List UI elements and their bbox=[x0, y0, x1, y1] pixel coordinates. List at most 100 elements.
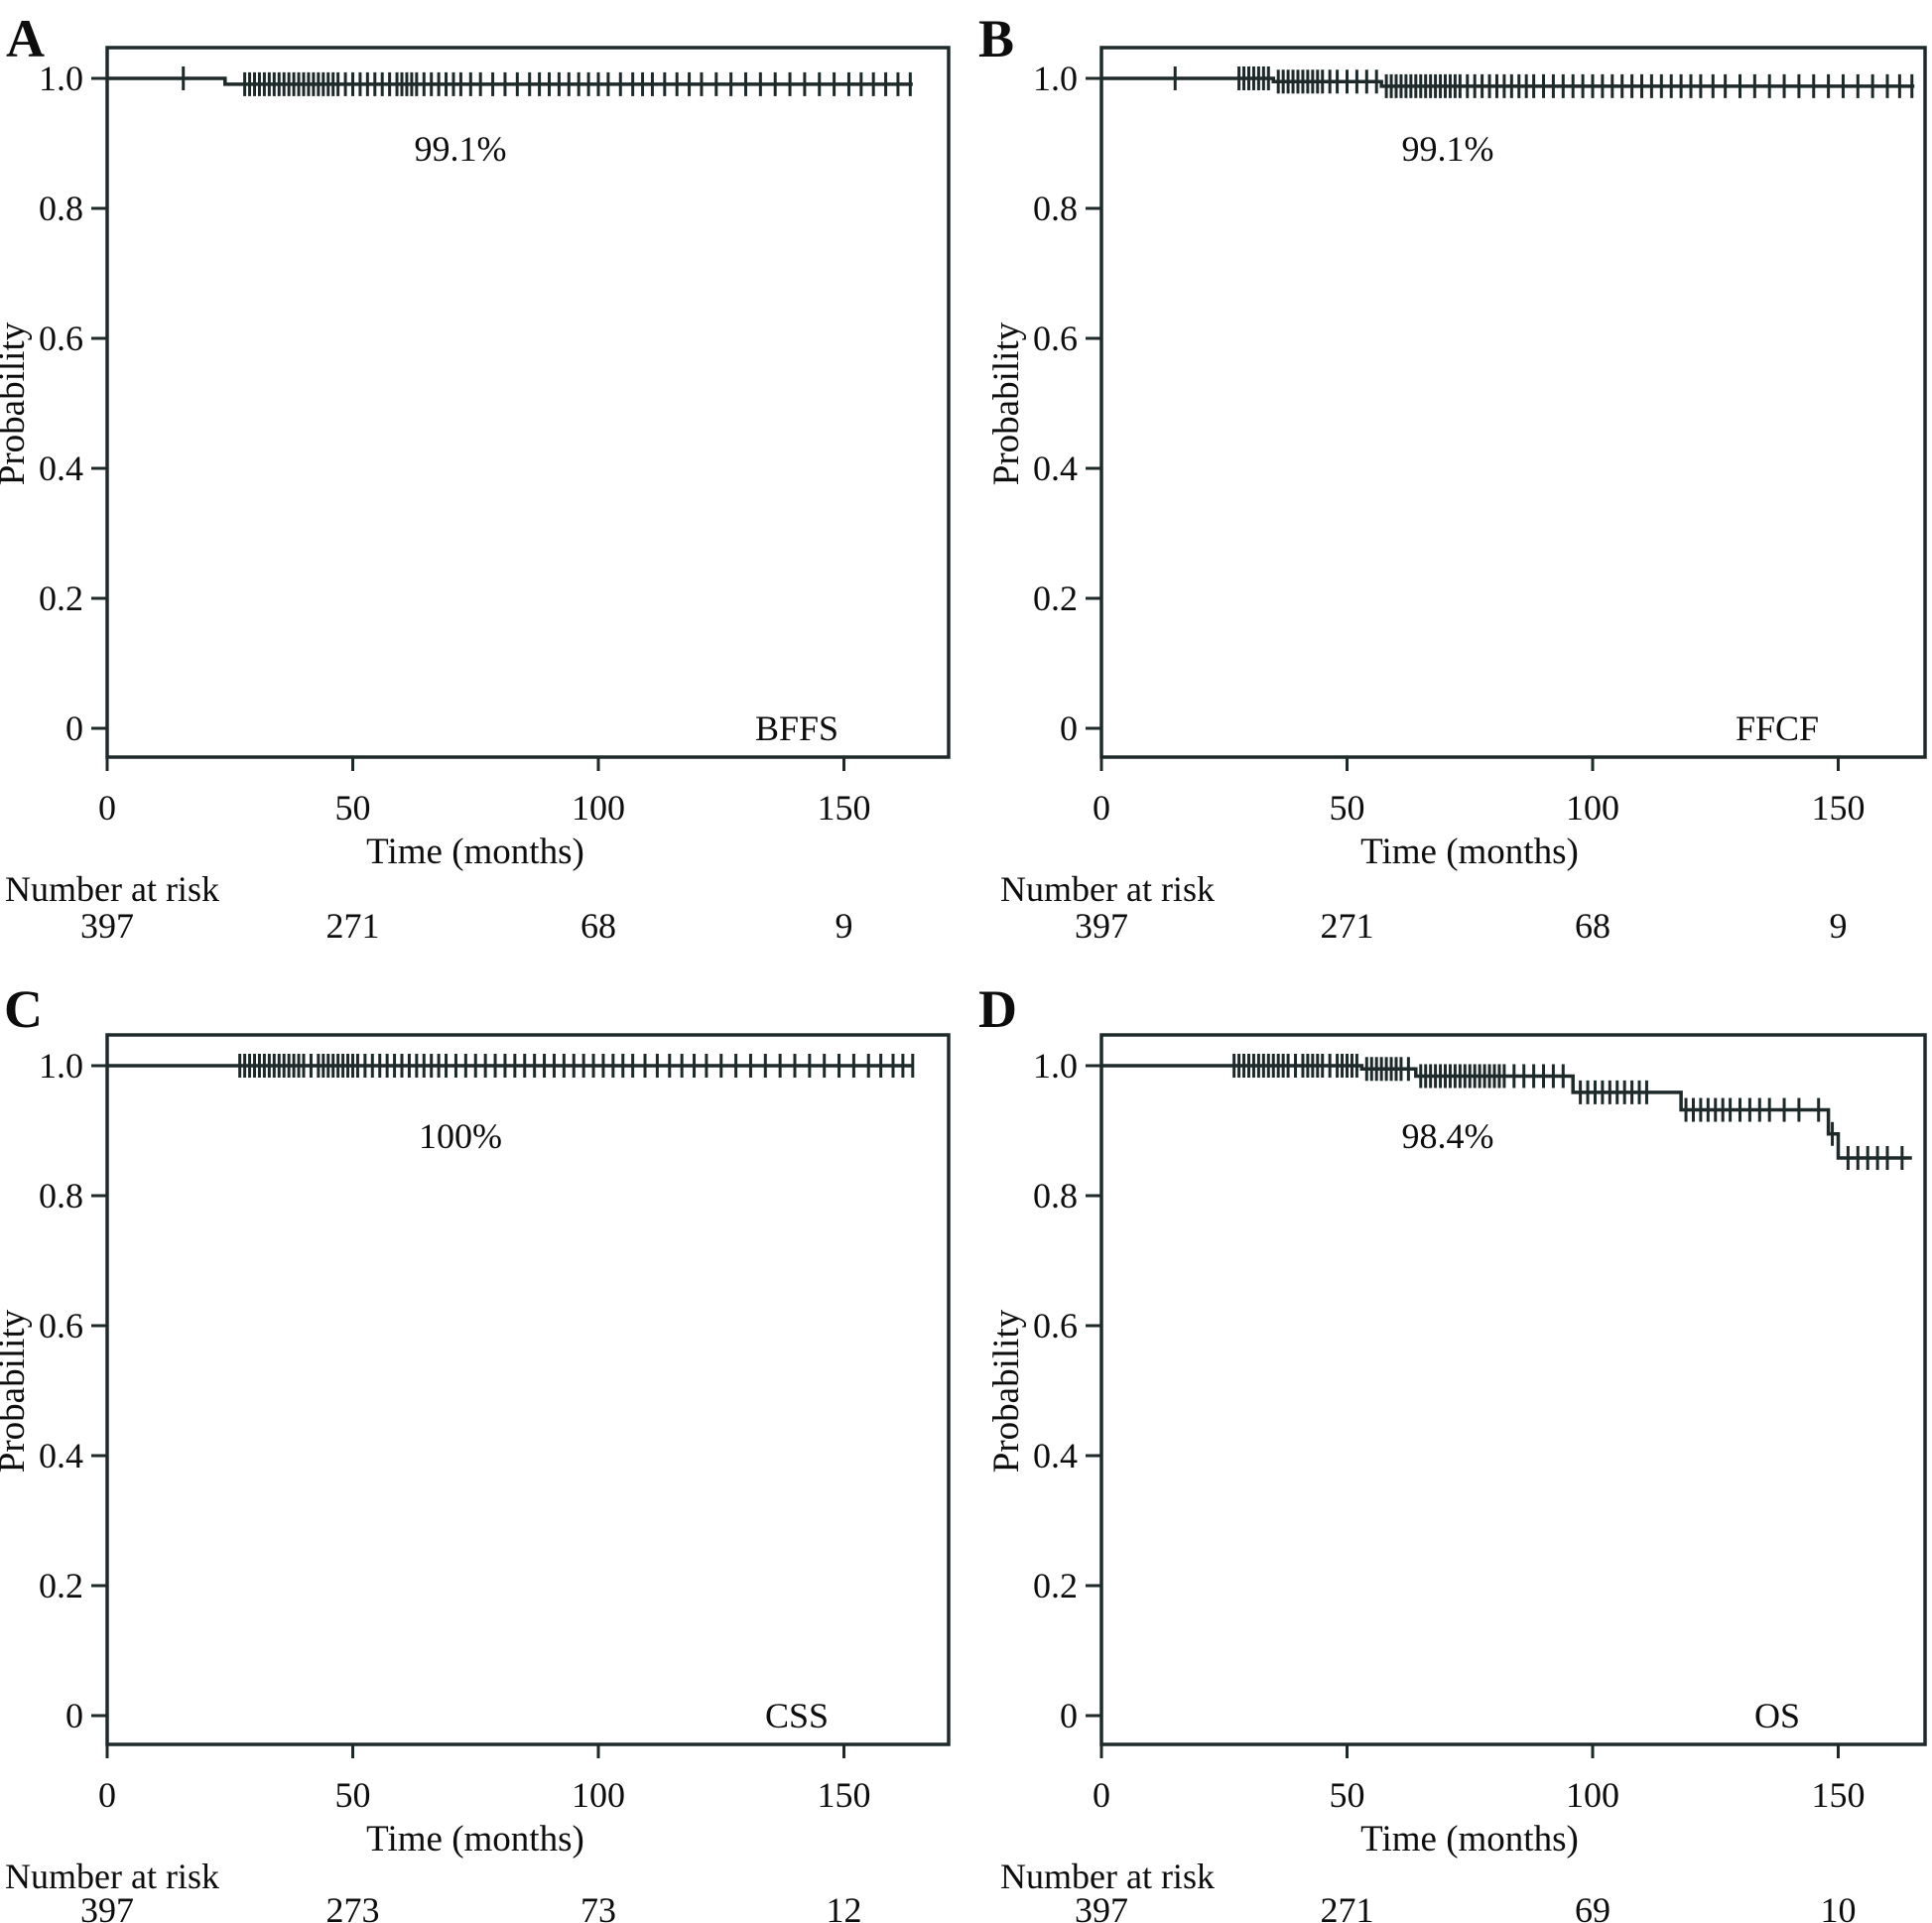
plot-area bbox=[91, 1033, 951, 1758]
ytick-label: 0.8 bbox=[39, 189, 83, 228]
ytick-label: 0 bbox=[65, 1696, 83, 1735]
risk-count: 68 bbox=[1575, 906, 1610, 946]
risk-count: 271 bbox=[326, 906, 380, 946]
xtick-label: 150 bbox=[1812, 1775, 1866, 1815]
x-axis-title: Time (months) bbox=[1360, 1819, 1579, 1859]
plot-box bbox=[1099, 46, 1927, 759]
censor-ticks bbox=[1173, 66, 1914, 98]
censor-ticks bbox=[182, 66, 912, 96]
y-axis-title: Probability bbox=[0, 321, 33, 485]
risk-count: 397 bbox=[1075, 906, 1128, 946]
plot-area bbox=[91, 46, 951, 771]
xtick-label: 50 bbox=[335, 1775, 371, 1815]
risk-table-header: Number at risk bbox=[5, 1857, 219, 1896]
x-axis-title: Time (months) bbox=[366, 832, 584, 872]
risk-table-header: Number at risk bbox=[5, 869, 219, 909]
censor-ticks bbox=[1232, 1054, 1904, 1171]
y-axis-title: Probability bbox=[0, 1309, 33, 1473]
risk-count: 69 bbox=[1575, 1890, 1610, 1923]
risk-count: 68 bbox=[580, 906, 616, 946]
km-curve bbox=[1101, 1064, 1912, 1160]
xtick-label: 50 bbox=[1330, 1775, 1365, 1815]
ytick-label: 0 bbox=[1060, 708, 1078, 748]
ytick-label: 0.4 bbox=[39, 1436, 83, 1475]
xtick-label: 150 bbox=[818, 788, 871, 828]
plot-box bbox=[1099, 1033, 1927, 1746]
risk-count: 10 bbox=[1821, 1890, 1857, 1923]
plot-area bbox=[1086, 46, 1927, 771]
panel-B: B 1.0 0.8 0.6 0.4 0.2 0 Probability 0 50… bbox=[978, 9, 1927, 946]
endpoint-label: FFCF bbox=[1736, 708, 1819, 748]
risk-count: 9 bbox=[836, 906, 853, 946]
ytick-label: 0.6 bbox=[39, 319, 83, 358]
xtick-label: 100 bbox=[1566, 788, 1619, 828]
ytick-label: 0.8 bbox=[1033, 1176, 1078, 1216]
ytick-label: 0.4 bbox=[1033, 449, 1078, 488]
panel-letter: C bbox=[4, 979, 43, 1039]
survival-annotation: 99.1% bbox=[1402, 129, 1494, 169]
ytick-label: 1.0 bbox=[39, 59, 83, 98]
ytick-label: 0.2 bbox=[39, 578, 83, 618]
ytick-label: 0 bbox=[65, 708, 83, 748]
panel-A: A 1.0 0.8 0.6 0.4 0.2 0 Probability 0 50… bbox=[0, 9, 951, 946]
survival-annotation: 98.4% bbox=[1402, 1116, 1494, 1156]
ytick-label: 1.0 bbox=[1033, 1046, 1078, 1086]
risk-count: 397 bbox=[80, 1890, 134, 1923]
ytick-label: 0.8 bbox=[39, 1176, 83, 1216]
risk-count: 12 bbox=[827, 1890, 862, 1923]
risk-count: 271 bbox=[1321, 906, 1374, 946]
ytick-label: 1.0 bbox=[39, 1046, 83, 1086]
xtick-label: 0 bbox=[98, 788, 116, 828]
ytick-label: 0.6 bbox=[1033, 1306, 1078, 1346]
risk-count: 397 bbox=[80, 906, 134, 946]
risk-count: 271 bbox=[1321, 1890, 1374, 1923]
endpoint-label: CSS bbox=[765, 1696, 829, 1735]
ytick-label: 0.2 bbox=[1033, 578, 1078, 618]
endpoint-label: OS bbox=[1754, 1696, 1800, 1735]
x-axis-title: Time (months) bbox=[1360, 832, 1579, 872]
xtick-label: 0 bbox=[1093, 1775, 1110, 1815]
panel-D: D 1.0 0.8 0.6 0.4 0.2 0 Probability 0 50… bbox=[978, 979, 1927, 1923]
panel-letter: B bbox=[978, 9, 1014, 68]
ytick-label: 0.6 bbox=[39, 1306, 83, 1346]
x-axis-title: Time (months) bbox=[366, 1819, 584, 1859]
y-axis-title: Probability bbox=[986, 321, 1027, 485]
xtick-label: 150 bbox=[818, 1775, 871, 1815]
risk-count: 9 bbox=[1830, 906, 1848, 946]
endpoint-label: BFFS bbox=[755, 708, 838, 748]
ytick-label: 1.0 bbox=[1033, 59, 1078, 98]
risk-table-header: Number at risk bbox=[1000, 869, 1215, 909]
xtick-label: 50 bbox=[1330, 788, 1365, 828]
panel-letter: D bbox=[978, 979, 1017, 1039]
censor-ticks bbox=[238, 1054, 915, 1078]
panel-C: C 1.0 0.8 0.6 0.4 0.2 0 Probability 0 50… bbox=[0, 979, 951, 1923]
ytick-label: 0.4 bbox=[1033, 1436, 1078, 1475]
xtick-label: 100 bbox=[572, 1775, 625, 1815]
plot-box bbox=[105, 1033, 951, 1746]
survival-annotation: 99.1% bbox=[415, 129, 507, 169]
risk-count: 73 bbox=[580, 1890, 616, 1923]
ytick-label: 0 bbox=[1060, 1696, 1078, 1735]
xtick-label: 100 bbox=[1566, 1775, 1619, 1815]
ytick-label: 0.2 bbox=[39, 1566, 83, 1605]
survival-annotation: 100% bbox=[419, 1116, 502, 1156]
plot-area bbox=[1086, 1033, 1927, 1758]
ytick-label: 0.2 bbox=[1033, 1566, 1078, 1605]
panel-letter: A bbox=[6, 9, 45, 68]
xtick-label: 100 bbox=[572, 788, 625, 828]
xtick-label: 0 bbox=[1093, 788, 1110, 828]
risk-count: 397 bbox=[1075, 1890, 1128, 1923]
xtick-label: 150 bbox=[1812, 788, 1866, 828]
ytick-label: 0.6 bbox=[1033, 319, 1078, 358]
risk-table-header: Number at risk bbox=[1000, 1857, 1215, 1896]
xtick-label: 0 bbox=[98, 1775, 116, 1815]
plot-box bbox=[105, 46, 951, 759]
ytick-label: 0.8 bbox=[1033, 189, 1078, 228]
xtick-label: 50 bbox=[335, 788, 371, 828]
y-axis-title: Probability bbox=[986, 1309, 1027, 1473]
ytick-label: 0.4 bbox=[39, 449, 83, 488]
km-curve bbox=[1101, 76, 1915, 88]
km-curve bbox=[107, 76, 913, 86]
